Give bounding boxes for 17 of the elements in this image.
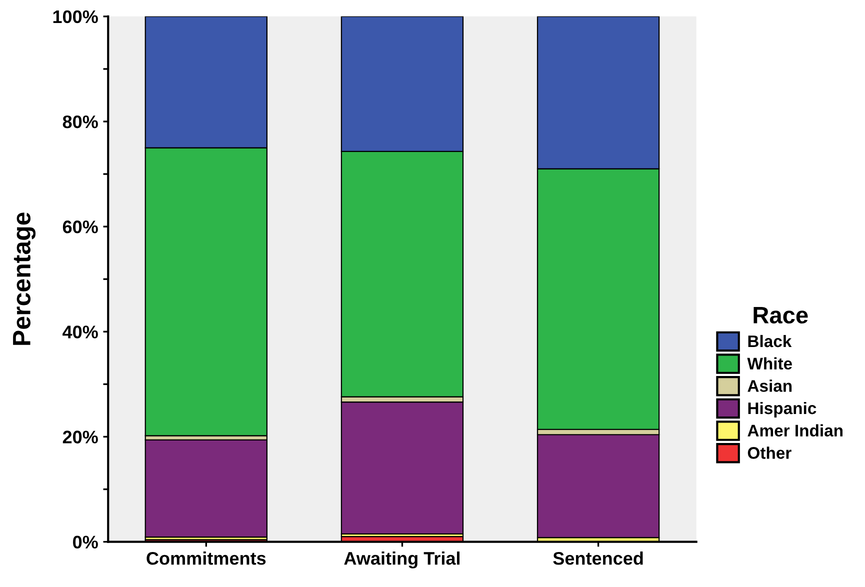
y-tick-label: 40% [62,326,98,338]
x-tick-label: Awaiting Trial [344,552,460,568]
x-tick-label: Sentenced [553,552,643,565]
legend-label: Amer Indian [748,424,842,437]
legend-label: Asian [748,380,792,392]
y-tick-label: 100% [53,10,98,24]
y-tick-label: 60% [62,220,98,234]
x-tick-label: Commitments [146,552,266,565]
legend-label: White [747,357,792,370]
y-axis-title: Percentage [13,212,36,345]
legend-title: Race [754,307,808,324]
y-tick-label: 80% [62,115,98,128]
legend-label: Black [748,334,792,348]
y-tick-label: 0% [73,536,98,549]
y-tick-label: 20% [62,430,98,444]
legend-label: Hispanic [748,402,816,418]
legend-label: Other [748,446,792,459]
